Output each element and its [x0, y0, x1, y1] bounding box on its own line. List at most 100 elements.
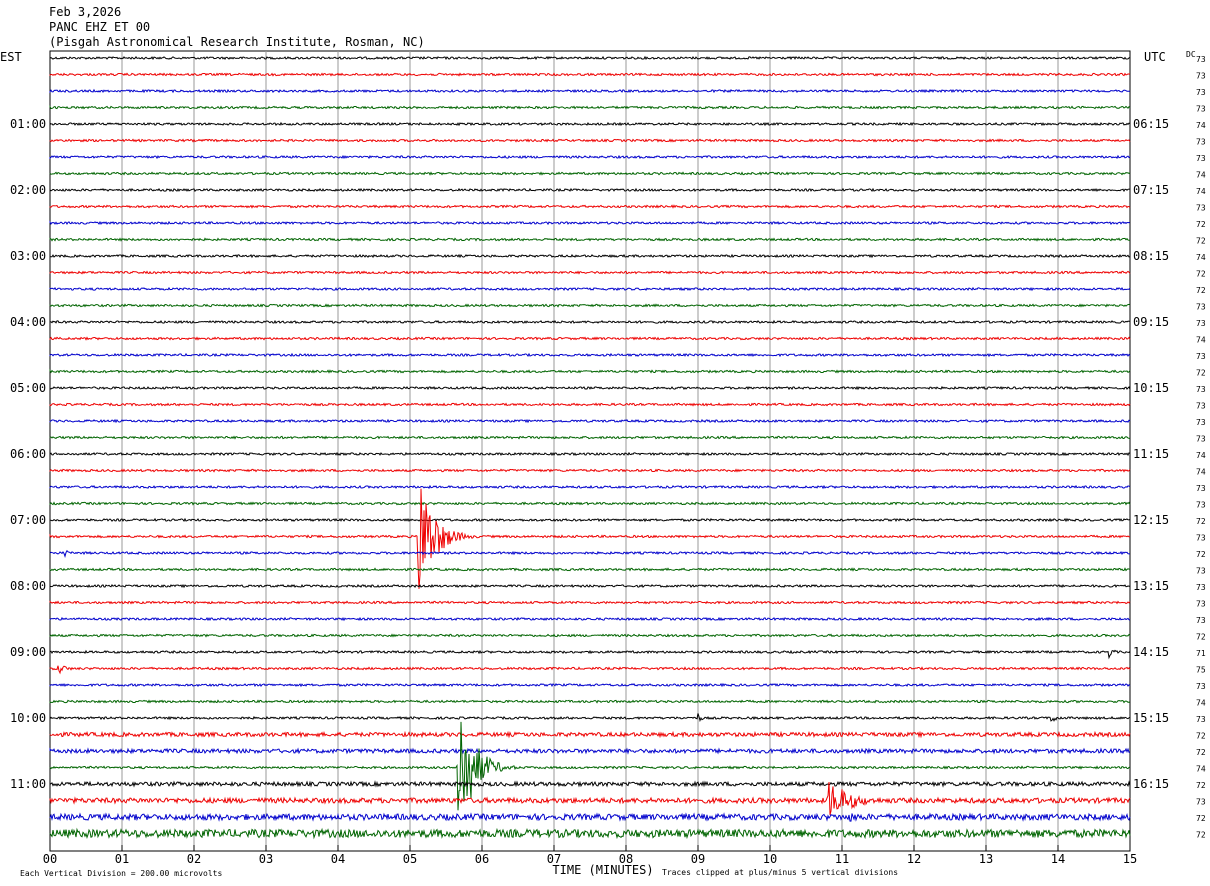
dc-value: 73 — [1196, 402, 1206, 411]
dc-value: 72 — [1196, 781, 1206, 790]
trace-line — [49, 237, 1131, 242]
utc-hour-label: 07:15 — [1133, 183, 1169, 197]
trace-line — [49, 747, 1131, 755]
dc-value: 73 — [1196, 55, 1206, 64]
dc-value: 72 — [1196, 633, 1206, 642]
plot-date: Feb 3,2026 — [49, 5, 122, 19]
est-hour-label: 10:00 — [10, 711, 46, 725]
dc-value: 73 — [1196, 798, 1206, 807]
trace-line — [49, 501, 1131, 506]
est-hour-label: 01:00 — [10, 117, 46, 131]
dc-value: 73 — [1196, 105, 1206, 114]
trace-line — [49, 418, 1131, 424]
est-hour-label: 04:00 — [10, 315, 46, 329]
dc-value: 72 — [1196, 550, 1206, 559]
trace-line — [49, 336, 1131, 341]
dc-value: 73 — [1196, 319, 1206, 328]
trace-line — [49, 730, 1131, 739]
x-tick-label: 01 — [115, 852, 129, 866]
trace-line — [49, 121, 1131, 127]
utc-hour-label: 13:15 — [1133, 579, 1169, 593]
dc-value: 72 — [1196, 517, 1206, 526]
dc-value: 75 — [1196, 666, 1206, 675]
left-timezone-label: EST — [0, 50, 22, 64]
trace-line — [49, 435, 1131, 440]
x-tick-label: 09 — [691, 852, 705, 866]
trace-line — [49, 286, 1131, 292]
trace-line — [49, 88, 1130, 94]
dc-value: 73 — [1196, 72, 1206, 81]
trace-line — [49, 699, 1131, 704]
dc-value: 74 — [1196, 336, 1206, 345]
dc-value: 74 — [1196, 187, 1206, 196]
dc-value: 72 — [1196, 220, 1206, 229]
trace-line — [49, 567, 1130, 572]
trace-line — [49, 451, 1131, 457]
trace-line — [49, 220, 1131, 226]
dc-value: 74 — [1196, 765, 1206, 774]
est-hour-label: 05:00 — [10, 381, 46, 395]
dc-value: 73 — [1196, 567, 1206, 576]
axis-labels: EST UTC DC 01:00 02:00 03:00 04:00 05:00 06:00 07… — [0, 50, 1206, 878]
x-tick-label: 07 — [547, 852, 561, 866]
trace-line — [49, 253, 1131, 259]
utc-hour-label: 14:15 — [1133, 645, 1169, 659]
utc-hour-label: 11:15 — [1133, 447, 1169, 461]
trace-line — [49, 827, 1131, 840]
trace-line — [49, 649, 1131, 660]
x-tick-label: 08 — [619, 852, 633, 866]
trace-line — [49, 468, 1131, 473]
dc-value: 73 — [1196, 484, 1206, 493]
x-tick-label: 04 — [331, 852, 345, 866]
trace-line — [49, 171, 1131, 176]
dc-value: 74 — [1196, 699, 1206, 708]
trace-line — [49, 385, 1131, 391]
utc-hour-label: 15:15 — [1133, 711, 1169, 725]
dc-value: 74 — [1196, 468, 1206, 477]
dc-value: 71 — [1196, 649, 1206, 658]
utc-hour-label: 12:15 — [1133, 513, 1169, 527]
dc-value: 73 — [1196, 303, 1206, 312]
est-hour-label: 03:00 — [10, 249, 46, 263]
dc-value: 72 — [1196, 732, 1206, 741]
trace-line — [49, 270, 1131, 275]
x-axis-label: TIME (MINUTES) — [552, 863, 653, 877]
dc-value: 73 — [1196, 352, 1206, 361]
trace-line — [49, 682, 1131, 688]
vertical-division-note: Each Vertical Division = 200.00 microvol… — [20, 869, 222, 878]
institution-name: (Pisgah Astronomical Research Institute,… — [49, 35, 425, 49]
station-code: PANC EHZ ET 00 — [49, 20, 151, 34]
trace-line — [49, 484, 1131, 490]
dc-value: 73 — [1196, 418, 1206, 427]
trace-line — [49, 138, 1131, 143]
trace-line — [49, 781, 1131, 815]
dc-value: 73 — [1196, 583, 1206, 592]
est-hour-label: 09:00 — [10, 645, 46, 659]
trace-line — [49, 780, 1131, 788]
trace-line — [49, 616, 1131, 622]
trace-line — [49, 303, 1131, 308]
x-tick-label: 05 — [403, 852, 417, 866]
est-hour-label: 07:00 — [10, 513, 46, 527]
trace-line — [49, 402, 1131, 407]
trace-line — [49, 549, 1130, 559]
est-hour-label: 11:00 — [10, 777, 46, 791]
seismic-traces — [49, 55, 1131, 840]
dc-value: 72 — [1196, 831, 1206, 840]
dc-value: 72 — [1196, 270, 1206, 279]
dc-value: 72 — [1196, 237, 1206, 246]
est-hour-label: 06:00 — [10, 447, 46, 461]
trace-line — [49, 713, 1131, 723]
dc-value: 73 — [1196, 435, 1206, 444]
right-timezone-label: UTC — [1144, 50, 1166, 64]
plot-frame — [49, 50, 1131, 852]
dc-value: 72 — [1196, 369, 1206, 378]
est-hour-label: 08:00 — [10, 579, 46, 593]
x-tick-label: 12 — [907, 852, 921, 866]
x-tick-label: 11 — [835, 852, 849, 866]
trace-line — [49, 154, 1131, 160]
utc-hour-label: 10:15 — [1133, 381, 1169, 395]
dc-value: 73 — [1196, 715, 1206, 724]
minute-grid — [49, 50, 1131, 852]
trace-line — [49, 187, 1130, 193]
